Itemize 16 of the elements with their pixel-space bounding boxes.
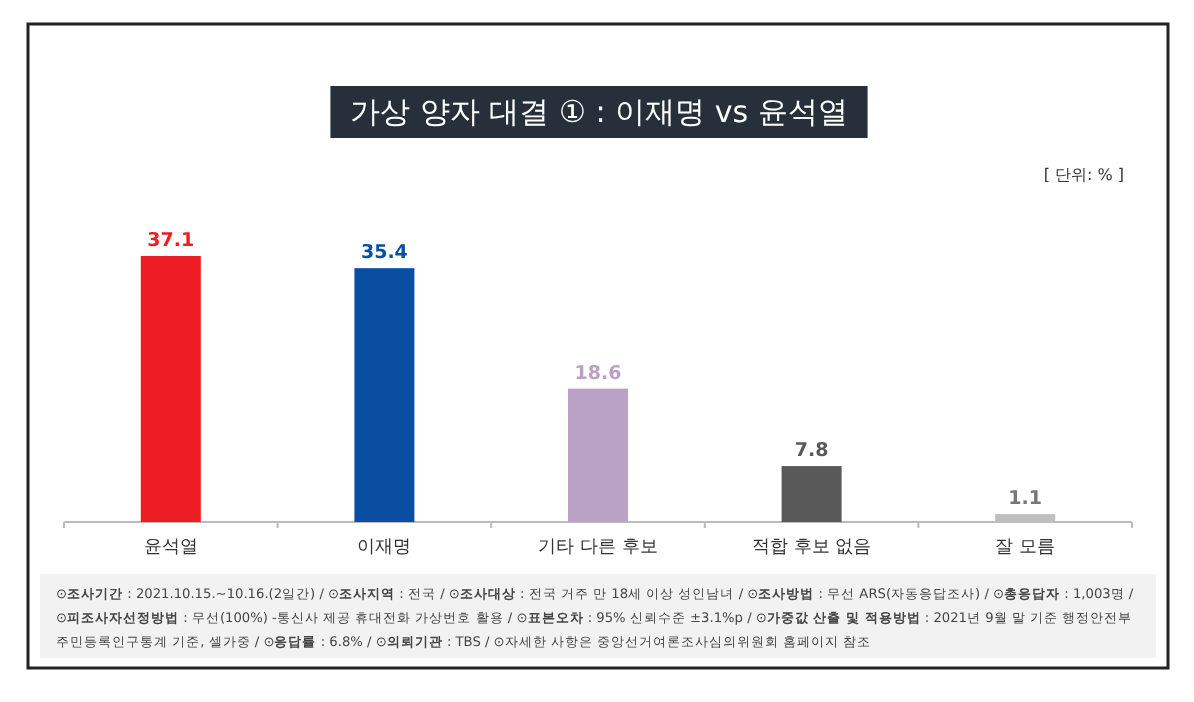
data-label: 1.1 [1008, 488, 1043, 511]
bar [354, 268, 415, 522]
data-label: 35.4 [360, 242, 409, 265]
bar [140, 256, 201, 522]
data-label: 18.6 [574, 362, 623, 385]
data-label: 37.1 [147, 230, 195, 252]
x-tick-label: 기타 다른 후보 [538, 538, 658, 558]
x-tick-label: 적합 후보 없음 [751, 538, 872, 558]
x-tick-label: 이재명 [357, 538, 412, 558]
chart-title: 가상 양자 대결 ① : 이재명 vs 윤석열 [350, 94, 848, 130]
bar [568, 388, 628, 522]
data-label: 7.8 [794, 440, 830, 463]
x-tick-label: 잘 모름 [995, 538, 1056, 558]
bar [781, 466, 842, 522]
x-tick-label: 윤석열 [143, 538, 198, 558]
text: [ 단위: % ] [1043, 166, 1124, 184]
